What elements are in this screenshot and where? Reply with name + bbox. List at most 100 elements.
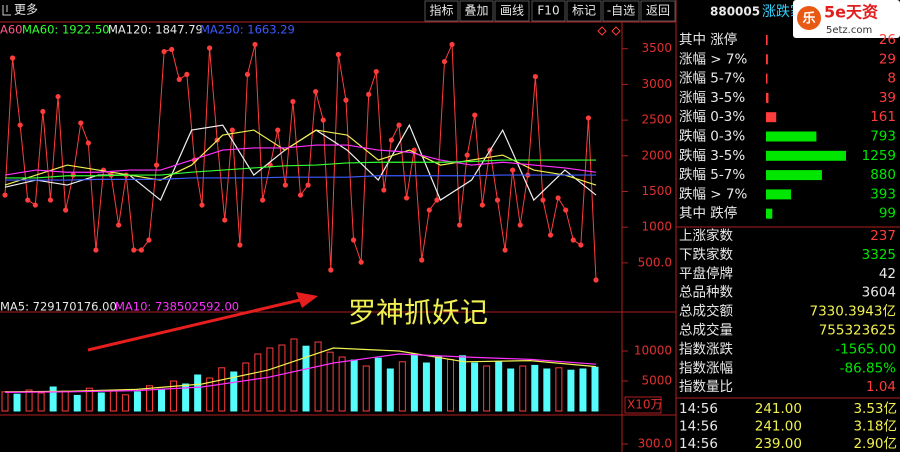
logo-url: 5etz.com: [826, 25, 872, 36]
ma-line: [4, 129, 597, 186]
point: [93, 247, 99, 253]
toolbar-button[interactable]: 返回: [646, 4, 670, 18]
unit-box: [624, 396, 662, 414]
volume-bar: [483, 365, 491, 412]
row-label: 涨幅 5-7%: [679, 71, 745, 87]
breadth-bar: [766, 150, 846, 161]
point: [510, 167, 516, 173]
row-value: 26: [879, 32, 896, 48]
row-value: 39: [879, 90, 896, 106]
breadth-bar: [766, 189, 791, 200]
ma-line: [5, 159, 596, 179]
toolbar-button-frame[interactable]: [494, 0, 530, 22]
more-button[interactable]: 更多: [14, 3, 38, 17]
point: [570, 237, 576, 243]
stat-label: 下跌家数: [679, 246, 733, 263]
toolbar-button-frame[interactable]: [566, 0, 602, 22]
window-icons[interactable]: [597, 26, 621, 36]
breadth-bar: [766, 54, 768, 65]
point: [297, 192, 304, 198]
point: [517, 222, 523, 228]
point: [472, 112, 478, 118]
toolbar-button[interactable]: 指标: [429, 3, 453, 18]
point: [176, 76, 182, 83]
volume-bar: [459, 355, 467, 412]
legend-text: MA120: 1847.79: [108, 23, 203, 37]
row-label: 涨幅 3-5%: [679, 90, 745, 106]
row-label: 跌幅 5-7%: [679, 167, 745, 183]
volume-bar: [434, 356, 442, 412]
point: [502, 247, 508, 253]
breadth-bar: [766, 92, 769, 103]
breadth-bar: [766, 208, 773, 219]
toolbar-button-frame[interactable]: [531, 0, 566, 22]
stat-label: 指数涨跌: [679, 341, 733, 357]
toolbar-button-frame[interactable]: [459, 0, 494, 22]
point: [32, 202, 38, 208]
toolbar-button-frame[interactable]: [424, 0, 459, 22]
stat-label: 上涨家数: [679, 227, 733, 244]
y-tick-label: 3000: [641, 77, 672, 91]
volume-bar: [61, 390, 69, 412]
point: [229, 127, 235, 133]
stat-label: 指数涨幅: [679, 360, 733, 376]
point: [540, 197, 546, 203]
point: [222, 217, 228, 223]
row-value: 161: [870, 109, 896, 125]
toolbar-button-frame[interactable]: [602, 0, 640, 22]
volume-bar: [314, 341, 322, 412]
point: [169, 46, 175, 53]
ma-line: [4, 353, 597, 393]
volume-bar: [591, 366, 599, 412]
stat-value: 755323625: [819, 323, 896, 339]
more-icon[interactable]: [2, 5, 11, 16]
breadth-bar: [766, 112, 777, 123]
point: [593, 277, 599, 283]
y-tick-label: 1500: [641, 184, 672, 198]
point: [547, 232, 554, 238]
row-label: 涨幅 > 7%: [679, 51, 747, 67]
toolbar-button[interactable]: 标记: [572, 4, 596, 18]
point: [441, 58, 448, 65]
stat-value: 1.04: [866, 379, 896, 395]
stat-value: 7330.3943亿: [809, 304, 896, 320]
volume-bar: [567, 369, 575, 412]
volume-bar: [206, 377, 214, 412]
toolbar-button-frame[interactable]: [640, 0, 676, 22]
volume-bar: [242, 362, 250, 412]
legend-text: MA5: 729170176.00: [0, 300, 117, 314]
point: [206, 45, 213, 51]
volume-bar: [398, 361, 406, 412]
row-value: 880: [870, 167, 896, 183]
volume-bar: [266, 347, 274, 412]
volume-bar: [507, 368, 515, 412]
legend-text: MA250: 1663.29: [200, 23, 295, 37]
volume-bar: [13, 393, 21, 412]
point: [396, 122, 402, 128]
volume-bar: [109, 389, 117, 412]
y-tick-label: 300.0: [638, 437, 672, 451]
stat-value: 3604: [862, 285, 896, 301]
point: [328, 267, 334, 273]
toolbar-button[interactable]: -自选: [607, 4, 635, 18]
legend-text: MA10: 738502592.00: [115, 300, 239, 314]
volume-bar: [121, 394, 129, 412]
stat-value: -1565.00: [835, 341, 896, 357]
tick-price: 241.00: [755, 419, 802, 435]
toolbar-button[interactable]: 叠加: [464, 4, 488, 18]
point: [2, 192, 8, 198]
toolbar-button[interactable]: F10: [537, 4, 559, 18]
point: [55, 93, 61, 100]
volume-bar: [302, 345, 310, 412]
volume-bar: [182, 383, 190, 412]
point: [184, 71, 190, 78]
point: [252, 41, 258, 48]
legend-text: A60: [0, 23, 23, 37]
volume-bar: [97, 392, 105, 412]
tick-amount: 3.53亿: [853, 401, 897, 417]
volume-bar: [278, 344, 286, 412]
row-value: 99: [879, 206, 896, 222]
volume-bar: [555, 367, 563, 412]
point: [449, 41, 455, 48]
toolbar-button[interactable]: 画线: [500, 4, 524, 18]
